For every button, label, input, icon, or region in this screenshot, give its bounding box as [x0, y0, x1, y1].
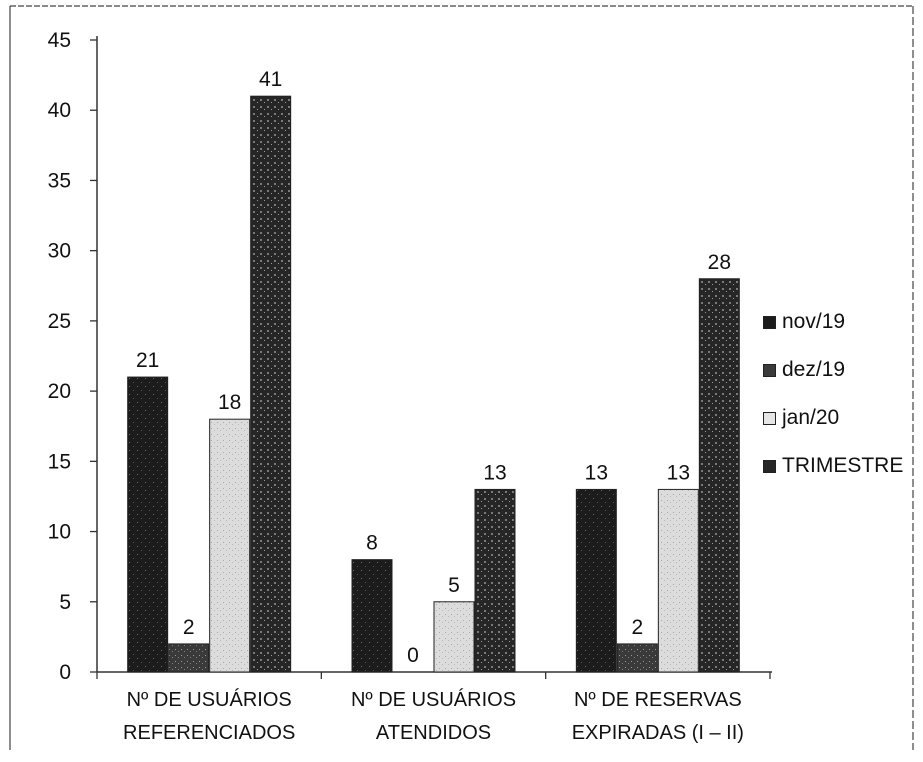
legend-item: jan/20: [763, 394, 903, 442]
data-label: 8: [366, 532, 378, 555]
data-label: 2: [183, 616, 195, 639]
bar: [474, 488, 516, 673]
legend-swatch: [763, 459, 776, 473]
bar: [616, 643, 658, 673]
data-label: 13: [483, 461, 506, 484]
category-label: Nº DE USUÁRIOS: [351, 688, 516, 711]
data-label: 41: [259, 68, 282, 91]
bar: [209, 418, 251, 673]
category-label: Nº DE USUÁRIOS: [127, 688, 292, 711]
data-label: 28: [708, 251, 731, 274]
legend-item: nov/19: [763, 298, 903, 346]
category-label: EXPIRADAS (I – II): [572, 722, 744, 744]
bar: [168, 643, 210, 673]
legend: nov/19 dez/19 jan/20 TRIMESTRE: [763, 298, 903, 490]
legend-swatch: [763, 411, 776, 425]
legend-label: jan/20: [782, 406, 840, 429]
bar: [433, 601, 475, 673]
y-tick-label: 10: [48, 521, 71, 544]
data-label: 5: [448, 574, 460, 597]
legend-label: dez/19: [782, 358, 846, 381]
y-tick-label: 0: [59, 661, 71, 684]
legend-item: TRIMESTRE: [763, 442, 903, 490]
y-tick-label: 30: [48, 240, 71, 263]
category-label: REFERENCIADOS: [123, 722, 295, 744]
bar: [250, 95, 292, 673]
category-label: ATENDIDOS: [376, 722, 491, 744]
y-tick-label: 45: [48, 29, 71, 52]
legend-item: dez/19: [763, 346, 903, 394]
legend-label: TRIMESTRE: [782, 454, 904, 477]
labels: 21 2 18 41 Nº DE USUÁRIOS REFERENCIADOS 8 0 5 13 N…: [123, 68, 744, 744]
y-tick-label: 20: [48, 380, 71, 403]
data-label: 13: [667, 461, 690, 484]
legend-label: nov/19: [782, 310, 846, 333]
bar: [575, 488, 617, 673]
data-label: 0: [407, 644, 419, 667]
category-label: Nº DE RESERVAS: [574, 689, 742, 711]
bar: [657, 488, 699, 673]
y-tick-label: 15: [48, 450, 71, 473]
bars: [127, 95, 740, 673]
legend-swatch: [763, 315, 776, 329]
bar: [351, 559, 393, 673]
data-label: 18: [218, 391, 241, 414]
bar: [698, 278, 740, 673]
y-tick-label: 5: [59, 591, 71, 614]
data-label: 21: [136, 349, 159, 372]
y-tick-label: 40: [48, 99, 71, 122]
data-label: 13: [585, 461, 608, 484]
data-label: 2: [631, 616, 643, 639]
legend-swatch: [763, 363, 776, 377]
y-tick-label: 35: [48, 169, 71, 192]
y-tick-label: 25: [48, 310, 71, 333]
bar: [127, 376, 169, 673]
